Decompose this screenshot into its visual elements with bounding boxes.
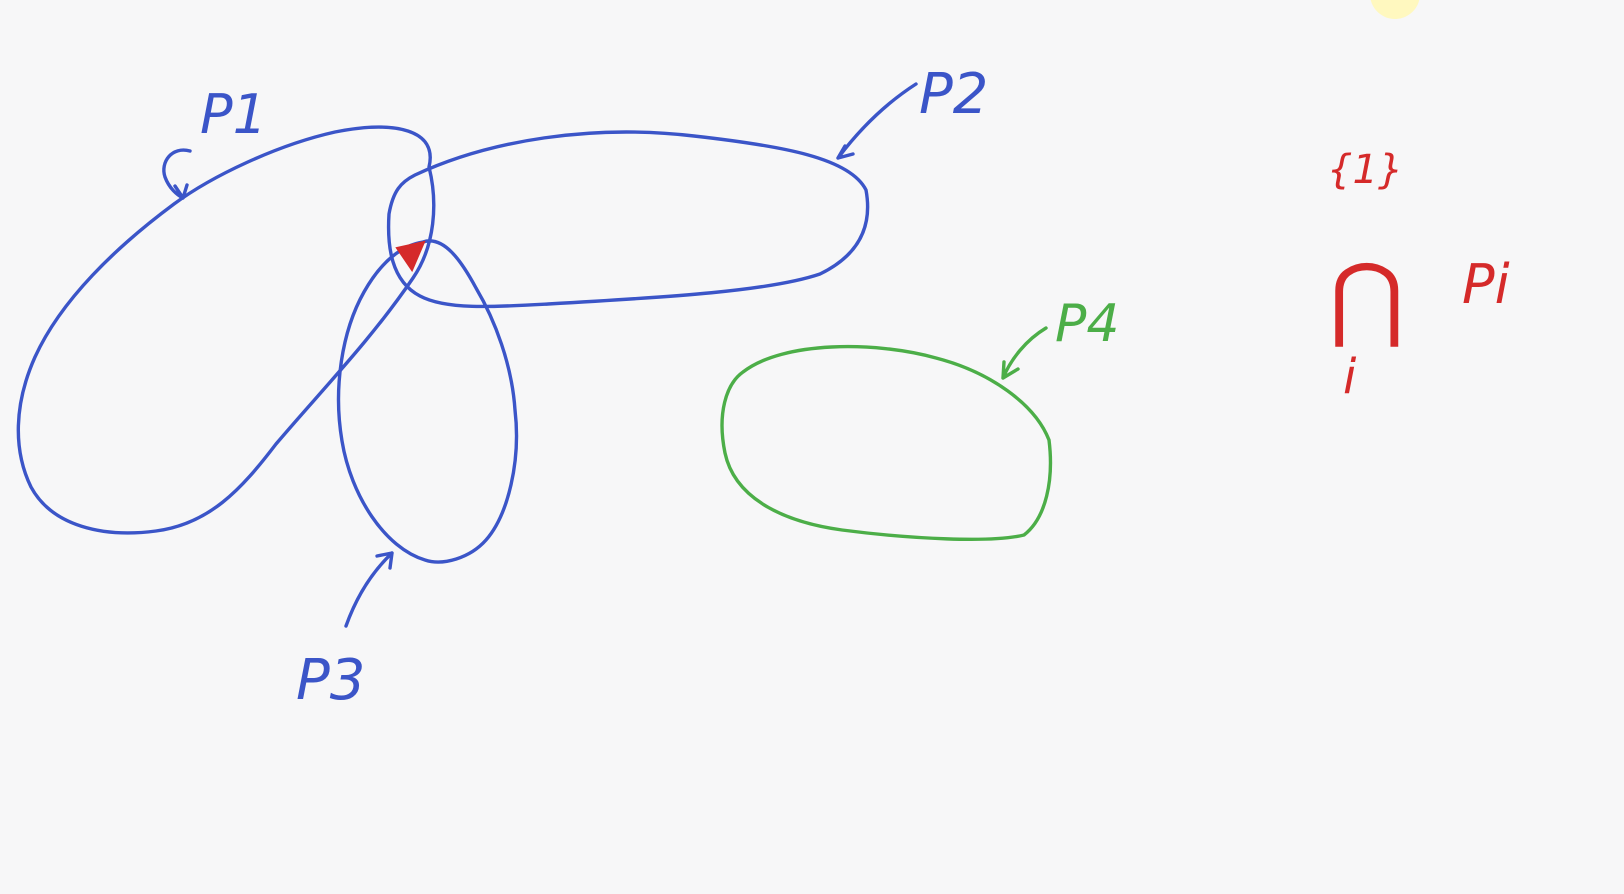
p2-pointer-arrow [836, 82, 918, 160]
set-p1-outline [16, 125, 436, 535]
label-p3: P3 [296, 648, 365, 713]
label-p1: P1 [200, 83, 267, 146]
label-p2: P2 [919, 62, 988, 127]
intersection-index-label: i [1343, 349, 1357, 405]
intersection-region [395, 240, 426, 273]
p1-pointer-arrow [162, 148, 192, 200]
intersection-symbol: ⋂ [1329, 244, 1404, 351]
set-one-label: {1} [1327, 147, 1403, 193]
set-p4-outline [720, 344, 1053, 541]
label-p4: P4 [1055, 294, 1119, 354]
p-i-label: Pi [1462, 253, 1510, 316]
set-p3-outline [336, 239, 519, 564]
p3-pointer-arrow [344, 551, 394, 628]
p4-pointer-arrow [1001, 326, 1048, 380]
cursor-highlight [1370, 0, 1420, 19]
set-p2-outline [386, 130, 870, 309]
